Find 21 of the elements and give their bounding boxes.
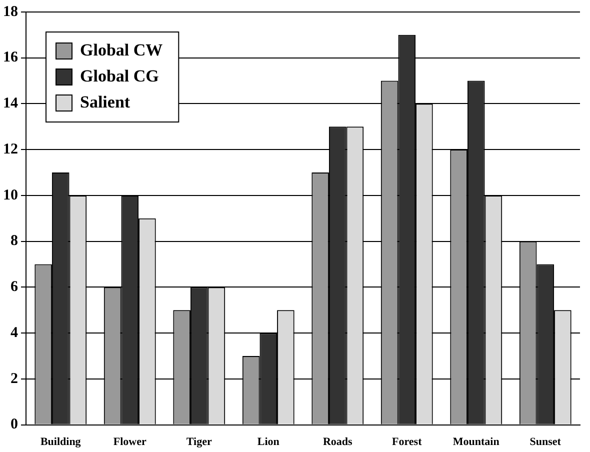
x-tick-label: Roads (322, 436, 354, 448)
x-tick-label: Flower (113, 436, 146, 448)
x-tick-label: Building (40, 436, 82, 448)
y-tick-label: 16 (3, 50, 18, 66)
y-tick-label: 18 (3, 4, 18, 20)
legend-label: Salient (80, 92, 130, 112)
x-tick-label: Sunset (530, 436, 562, 448)
y-tick-label: 0 (10, 416, 18, 433)
x-tick-label: Tiger (186, 436, 212, 448)
legend-label: Global CG (80, 66, 159, 86)
y-tick-label: 2 (10, 370, 18, 387)
y-tick-label: 6 (10, 279, 18, 296)
y-tick-label: 14 (3, 96, 18, 112)
y-tick-label: 12 (3, 141, 18, 158)
y-tick-label: 10 (3, 187, 18, 204)
x-tick-label: Lion (257, 436, 280, 448)
y-tick-label: 8 (10, 233, 18, 250)
x-tick-label: Mountain (452, 436, 500, 448)
legend-label: Global CW (80, 40, 163, 60)
y-tick-label: 4 (10, 324, 18, 341)
x-tick-label: Forest (392, 436, 422, 448)
